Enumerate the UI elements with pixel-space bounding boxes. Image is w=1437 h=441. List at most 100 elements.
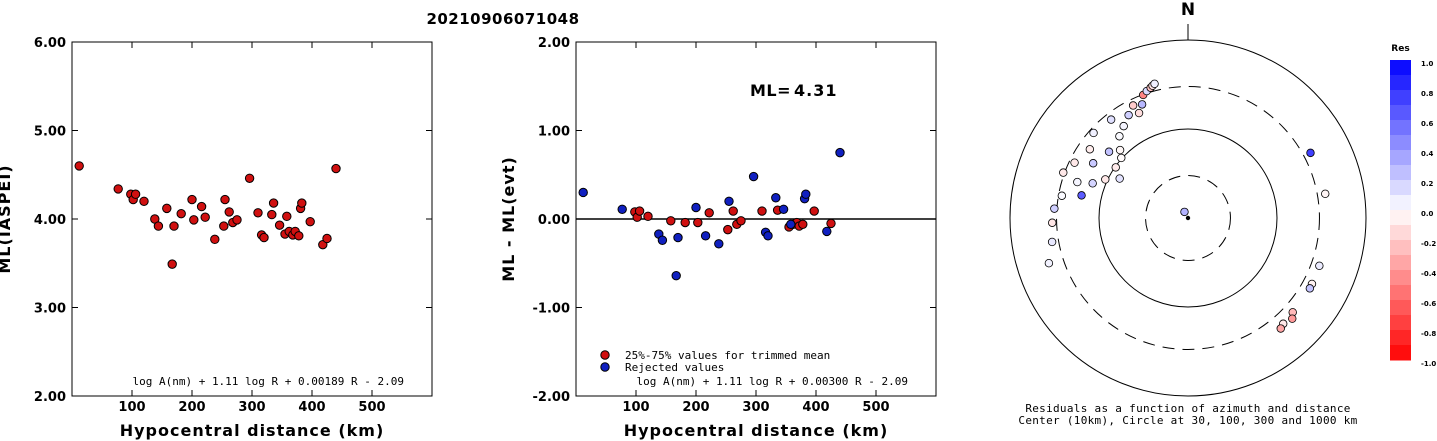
x-tick-label: 100 [118,400,145,415]
residual-point [1117,153,1126,163]
y-tick-label: 4.00 [34,213,66,228]
data-point [666,216,676,226]
colorbar-tick-label: -1.0 [1421,360,1436,368]
x-tick-label: 500 [862,400,889,415]
colorbar-segment [1390,345,1411,361]
x-tick-label: 400 [298,400,325,415]
data-point [305,216,315,227]
colorbar-segment [1390,60,1411,76]
data-point [786,219,796,230]
residual-point [1070,158,1079,167]
y-tick-label: -2.00 [533,390,570,405]
data-point [187,194,197,205]
data-point [643,211,653,222]
data-point [153,221,164,231]
colorbar-segment [1390,120,1411,136]
residual-colorbar: Res 1.0 0.8 0.6 0.4 0.2 0.0 -0.2 -0.4 -0.6 -0.8 -1.… [1390,44,1436,368]
ml-iaspei-plot: 100 200 300 400 500 2.00 3.00 4.00 5.00 6.00 Hypoc… [0,36,433,440]
data-point [778,204,789,214]
colorbar-tick-label: -0.6 [1421,300,1436,308]
colorbar-tick-label: 0.6 [1421,120,1434,128]
residual-point [1088,159,1098,168]
x-tick-label: 500 [358,400,385,415]
residual-point [1115,145,1125,155]
data-point [826,218,836,229]
data-point [798,219,808,230]
residual-point [1044,258,1054,268]
polar-caption-line1: Residuals as a function of azimuth and d… [1025,402,1350,415]
y-tick-label: 0.00 [538,213,570,228]
data-point [763,231,773,241]
x-tick-label: 300 [742,400,769,415]
data-point [268,198,279,208]
data-point [113,184,123,194]
center-dot [1185,215,1191,221]
data-point [809,206,819,216]
colorbar-segment [1390,315,1411,331]
data-point [671,270,681,281]
x-axis-label: Hypocentral distance (km) [120,421,385,440]
data-point [322,233,332,244]
colorbar-segment [1390,105,1411,121]
ml-residual-plot: 100 200 300 400 500 -2.00 -1.00 0.00 1.00 2.00 Hyp… [499,36,937,440]
data-point [634,206,645,216]
data-point [169,221,179,231]
colorbar-segment [1390,240,1411,256]
y-tick-label: 2.00 [34,390,66,405]
data-point [617,204,627,214]
ml-value: 4.31 [794,81,837,100]
ring-300km [1056,86,1320,350]
residual-point [1050,204,1059,213]
y-tick-label: 1.00 [538,125,570,140]
colorbar-tick-label: 0.0 [1421,210,1434,218]
y-axis-label: ML(IASPEI) [0,164,14,273]
azimuth-residual-polar-plot: N Residuals as a function of azimuth and … [1009,0,1367,427]
residual-point [1073,177,1082,187]
residual-point [1119,121,1128,131]
data-point [748,171,759,182]
data-point [220,194,230,205]
polar-caption-line2: Center (10km), Circle at 30, 100, 300 an… [1018,414,1357,427]
data-point [700,231,711,241]
figure-title: 20210906071048 [426,10,579,28]
residual-point [1057,191,1067,200]
data-point [680,217,690,228]
north-label: N [1181,0,1195,20]
residual-point [1048,218,1057,227]
colorbar-segment [1390,165,1411,181]
legend-label: Rejected values [625,361,724,374]
residual-point [1106,115,1116,124]
residual-point [1088,179,1097,188]
residual-point [1276,324,1285,333]
y-tick-label: 2.00 [538,36,570,51]
data-point [244,173,255,183]
data-point [723,224,733,235]
colorbar-segment [1390,225,1411,241]
data-point [189,215,199,225]
residual-point [1134,108,1144,118]
residual-point [1047,237,1057,247]
residual-point [1111,163,1120,172]
data-point [331,163,341,174]
legend-marker [600,362,610,372]
colorbar-segment [1390,75,1411,91]
residual-point [1085,145,1095,154]
data-point [704,208,714,218]
data-point [167,259,177,269]
residual-point [1315,261,1324,271]
y-axis-label: ML - ML(evt) [499,156,518,282]
residual-point [1077,191,1086,200]
data-point [139,196,149,207]
colorbar-tick-label: 0.2 [1421,180,1434,188]
residual-point [1115,132,1124,141]
residual-point [1150,79,1159,89]
x-tick-label: 300 [238,400,265,415]
data-point [657,235,668,245]
plot-frame [71,41,433,397]
colorbar-segment [1390,255,1411,271]
data-point [294,231,304,241]
ml-label: ML= [750,81,791,100]
colorbar-tick-label: -0.8 [1421,330,1436,338]
data-point [724,196,734,207]
colorbar-segment [1390,180,1411,196]
